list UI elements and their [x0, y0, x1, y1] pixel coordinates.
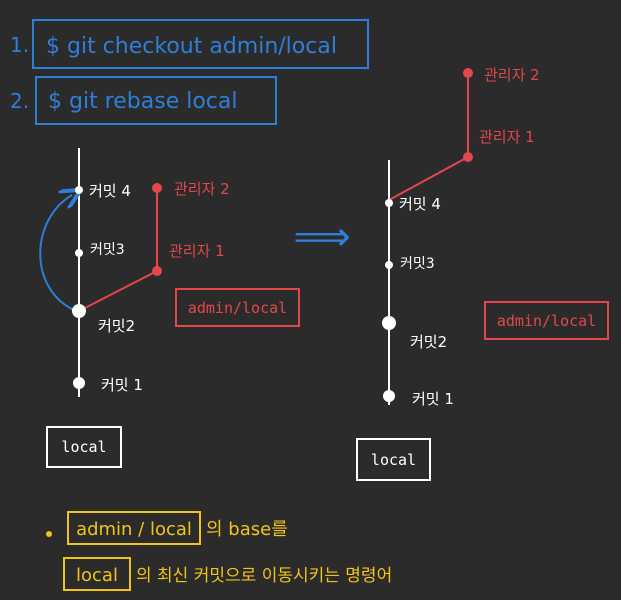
after-commit-4-node: [385, 199, 393, 207]
note-admin-local-text: admin / local: [76, 519, 192, 540]
before-admin-1-label: 관리자 1: [169, 242, 225, 260]
after-admin-1-node: [463, 152, 473, 162]
after-local-label: local: [371, 451, 416, 469]
before-graph: 커밋 1 커밋2 커밋3 커밋 4 관리자 1 관리자 2 admin/loca…: [39, 148, 300, 468]
before-rebase-arrow: [39, 195, 76, 312]
note-line1-rest: 의 base를: [206, 519, 288, 540]
before-admin-2-node: [152, 183, 162, 193]
after-graph: 커밋 1 커밋2 커밋3 커밋 4 관리자 1 관리자 2 admin/loca…: [356, 66, 609, 481]
after-admin-branch-link: [388, 156, 469, 201]
after-commit-4-label: 커밋 4: [399, 195, 441, 213]
command-2-index: 2.: [10, 89, 29, 113]
before-commit-2-node: [72, 304, 86, 318]
after-admin-local-label: admin/local: [497, 312, 596, 330]
after-commit-1-label: 커밋 1: [412, 390, 454, 408]
before-local-label: local: [61, 438, 106, 456]
command-2-text: $ git rebase local: [48, 89, 237, 114]
before-admin-local-box: [175, 288, 300, 327]
after-commit-1-node: [383, 390, 395, 402]
command-1-text: $ git checkout admin/local: [46, 34, 337, 59]
before-commit-4-node: [75, 186, 83, 194]
command-1: 1. $ git checkout admin/local: [10, 19, 369, 69]
after-admin-2-node: [463, 68, 473, 78]
before-local-box: [46, 426, 122, 468]
after-commit-2-node: [382, 316, 396, 330]
before-commit-3-label: 커밋3: [90, 242, 125, 258]
explanation-note: admin / local 의 base를 local 의 최신 커밋으로 이동…: [46, 511, 392, 591]
after-admin-2-label: 관리자 2: [484, 66, 540, 84]
command-2: 2. $ git rebase local: [10, 76, 277, 125]
after-local-box: [356, 438, 431, 481]
before-admin-1-node: [152, 266, 162, 276]
note-local-box: [63, 557, 131, 591]
command-2-box: [35, 76, 277, 125]
after-commit-3-label: 커밋3: [400, 256, 435, 272]
before-admin-2-label: 관리자 2: [174, 180, 230, 198]
before-commit-3-node: [75, 249, 83, 257]
command-1-box: [32, 19, 369, 69]
note-local-text: local: [76, 565, 118, 586]
after-admin-local-box: [484, 301, 609, 340]
after-commit-3-node: [385, 261, 393, 269]
before-admin-branch-link: [78, 270, 158, 312]
transition-arrow-icon: ⟹: [293, 214, 350, 260]
note-admin-local-box: [67, 511, 201, 545]
note-line2-rest: 의 최신 커밋으로 이동시키는 명령어: [136, 566, 392, 586]
before-commit-2-label: 커밋2: [98, 317, 135, 335]
before-commit-4-label: 커밋 4: [89, 182, 131, 200]
bullet-dot: [46, 531, 52, 537]
command-1-index: 1.: [10, 33, 29, 57]
before-commit-1-label: 커밋 1: [101, 376, 143, 394]
before-commit-1-node: [73, 377, 85, 389]
after-admin-1-label: 관리자 1: [479, 128, 535, 146]
after-commit-2-label: 커밋2: [410, 333, 447, 351]
before-admin-local-label: admin/local: [188, 299, 287, 317]
